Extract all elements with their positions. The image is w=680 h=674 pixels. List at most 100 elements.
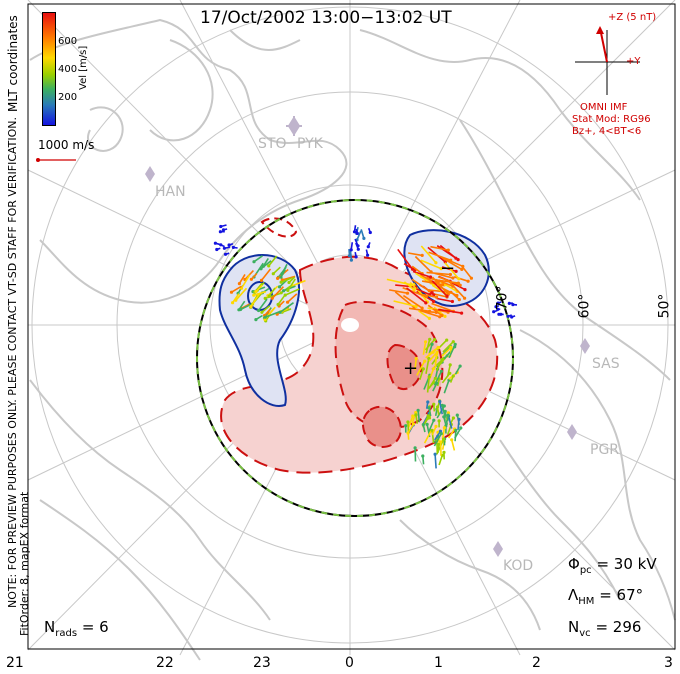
- lambda-value: = 67°: [599, 586, 644, 604]
- velocity-vector: [264, 310, 281, 318]
- velocity-vector: [444, 262, 460, 280]
- vector-origin: [412, 288, 416, 292]
- velocity-vector: [260, 268, 272, 281]
- velocity-vector: [431, 280, 448, 297]
- lambda-symbol: Λ: [568, 586, 579, 604]
- vector-origin: [406, 420, 410, 424]
- vector-origin: [439, 440, 443, 444]
- phi-value: = 30 kV: [596, 555, 657, 573]
- velocity-vector: [407, 415, 414, 429]
- vector-origin: [279, 280, 283, 284]
- velocity-vector: [279, 302, 294, 313]
- vector-origin: [497, 312, 501, 316]
- nrads-symbol: N: [44, 618, 56, 636]
- velocity-vector: [441, 405, 446, 417]
- vector-origin: [349, 248, 353, 252]
- velocity-vector: [264, 292, 282, 300]
- velocity-vector: [442, 341, 454, 353]
- vector-origin: [429, 270, 433, 274]
- vector-origin: [440, 357, 444, 362]
- hm-latitude: ΛHM = 67°: [568, 586, 643, 607]
- vector-origin: [496, 301, 500, 305]
- positive-cell-core-2: [362, 405, 402, 448]
- velocity-vector: [422, 341, 427, 355]
- velocity-vector: [419, 368, 425, 380]
- colorbar-tick-400: 400: [58, 64, 78, 75]
- velocity-vector: [446, 364, 451, 377]
- velocity-vector: [422, 293, 437, 298]
- vector-origin: [428, 275, 433, 279]
- scale-vector-dot: [36, 158, 40, 162]
- velocity-vector: [280, 277, 292, 283]
- velocity-vectors: [213, 224, 518, 469]
- radar-count: Nrads = 6: [44, 618, 109, 639]
- vector-origin: [448, 272, 452, 277]
- mlt-label-2: 2: [532, 655, 541, 671]
- velocity-vector: [261, 305, 271, 313]
- coords-note: MLT coordinates: [6, 15, 20, 112]
- vector-origin: [413, 446, 417, 450]
- vector-origin: [440, 403, 444, 407]
- vector-origin: [219, 243, 223, 247]
- vector-origin: [411, 267, 415, 271]
- velocity-vector: [434, 430, 442, 441]
- mlt-label-22: 22: [156, 655, 174, 671]
- vector-origin: [227, 243, 231, 247]
- vector-origin: [267, 264, 271, 268]
- vector-origin: [234, 298, 238, 302]
- vector-origin: [443, 314, 447, 318]
- velocity-vector: [240, 303, 252, 311]
- vector-origin: [432, 299, 436, 304]
- velocity-vector: [435, 279, 459, 284]
- fit-order-note: FitOrder: 8, mapEX format: [18, 491, 31, 636]
- velocity-vector: [411, 278, 430, 292]
- velocity-vector: [416, 360, 426, 376]
- vector-origin: [414, 413, 418, 417]
- velocity-vector: [448, 344, 456, 359]
- vector-origin: [237, 308, 241, 312]
- vector-origin: [457, 277, 461, 281]
- vector-origin: [254, 289, 258, 294]
- vector-origin: [421, 423, 425, 427]
- vector-origin: [434, 424, 438, 428]
- vector-origin: [287, 280, 291, 285]
- vector-origin: [424, 340, 428, 344]
- station-han: HAN: [155, 184, 186, 200]
- velocity-vector: [417, 410, 421, 423]
- velocity-vector: [287, 293, 298, 303]
- velocity-vector: [428, 377, 436, 389]
- vector-origin: [221, 228, 226, 232]
- vector-origin: [356, 247, 360, 251]
- vector-origin: [434, 261, 438, 265]
- vector-origin: [424, 301, 428, 305]
- velocity-vector: [356, 230, 362, 241]
- velocity-vector: [457, 419, 460, 430]
- vector-origin: [463, 296, 467, 300]
- vector-origin: [423, 359, 427, 363]
- velocity-vector: [420, 259, 442, 270]
- vector-origin: [215, 247, 219, 252]
- velocity-vector: [260, 260, 272, 270]
- vector-origin: [406, 431, 410, 435]
- mlt-label-1: 1: [434, 655, 443, 671]
- velocity-vector: [271, 286, 284, 299]
- colorbar-tick-600: 600: [58, 36, 78, 47]
- vector-origin: [428, 337, 432, 341]
- vector-origin: [457, 417, 461, 421]
- lambda-sub: HM: [578, 596, 595, 607]
- vector-origin: [263, 315, 267, 319]
- vector-origin: [231, 245, 235, 249]
- vector-origin: [222, 246, 226, 250]
- vector-origin: [433, 376, 437, 380]
- vector-origin: [448, 363, 452, 367]
- velocity-vector: [253, 255, 263, 263]
- vector-origin: [427, 356, 431, 361]
- vector-origin: [405, 291, 410, 295]
- vector-origin: [446, 413, 450, 417]
- vector-origin: [416, 408, 420, 412]
- vector-origin: [414, 411, 418, 415]
- vector-origin: [445, 338, 449, 342]
- vector-origin: [454, 256, 458, 260]
- velocity-vector: [407, 421, 410, 432]
